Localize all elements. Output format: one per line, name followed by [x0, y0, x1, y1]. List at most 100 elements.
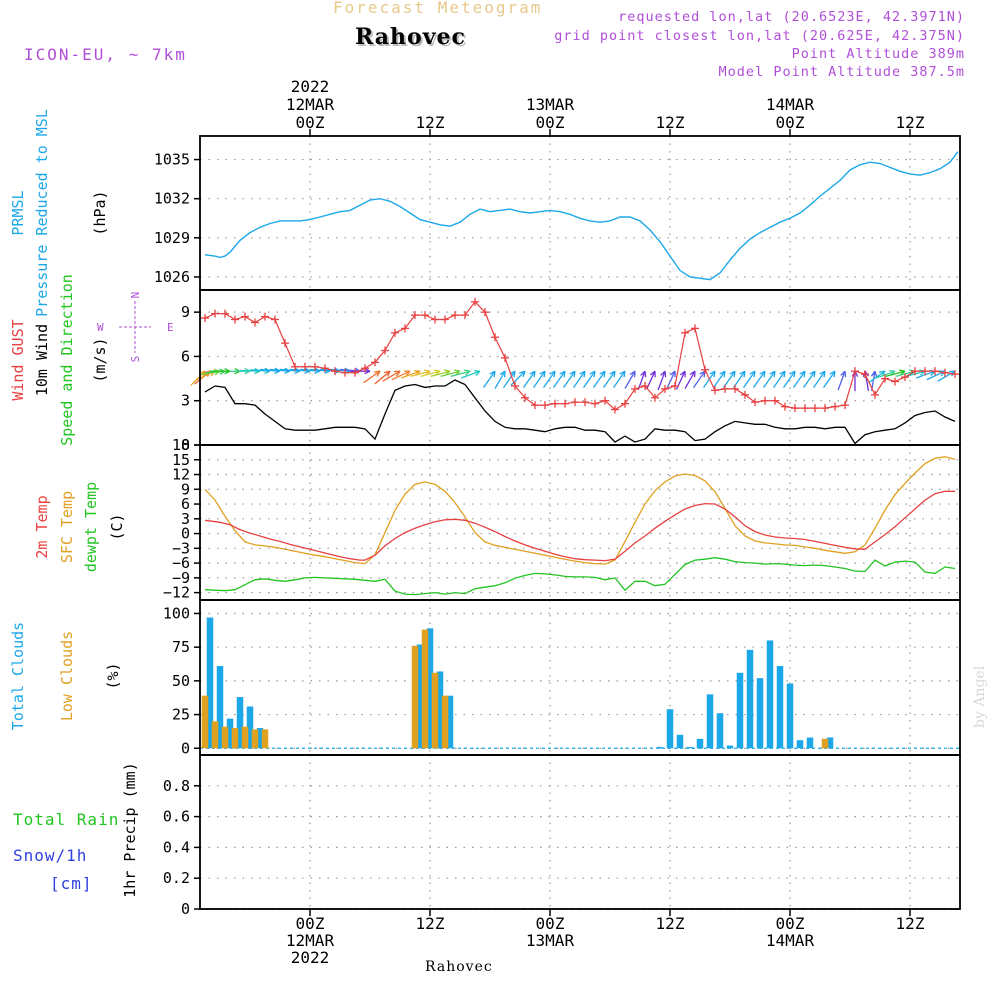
gust-marker — [601, 396, 609, 405]
precipitation-panel: 0 0.2 0.4 0.6 0.8 — [163, 755, 960, 918]
y-tick-label: 15 — [172, 451, 190, 469]
credit-watermark: by Angel — [972, 665, 988, 728]
low-cloud-bar — [221, 726, 229, 749]
wind-arrow — [602, 370, 616, 388]
low-cloud-bar — [231, 728, 239, 749]
footer-location: Rahovec — [425, 959, 493, 975]
low-cloud-bar — [421, 629, 429, 749]
gust-marker — [231, 315, 239, 324]
y-tick-label: 9 — [181, 303, 190, 321]
wind-arrow — [812, 370, 826, 388]
total-cloud-bar — [736, 672, 744, 749]
total-cloud-bar — [806, 737, 814, 749]
total-cloud-bar — [706, 694, 714, 749]
wind-arrow — [837, 370, 847, 391]
wind-arrow — [752, 370, 766, 388]
gust-marker — [401, 324, 409, 333]
gust-marker — [531, 401, 539, 410]
gust-marker — [281, 339, 289, 348]
snow-unit-label: [cm] — [50, 874, 93, 893]
y-tick-label: 9 — [181, 480, 190, 498]
gust-marker — [371, 358, 379, 367]
gust-marker — [941, 368, 949, 377]
total-cloud-bar — [206, 617, 214, 749]
temperature-axis-label: (C) — [108, 513, 126, 540]
t2m-line — [204, 490, 955, 562]
gust-marker — [921, 367, 929, 376]
wind-arrow — [665, 370, 676, 390]
wind-arrow — [772, 370, 786, 388]
bottom-time-label: 14MAR — [766, 931, 815, 950]
compass-west: W — [97, 321, 104, 334]
pressure-line — [204, 151, 959, 281]
total-cloud-bar — [676, 734, 684, 749]
gust-marker — [431, 315, 439, 324]
y-tick-label: 0.6 — [163, 808, 190, 826]
gust-marker — [841, 401, 849, 410]
y-tick-label: 75 — [172, 638, 190, 656]
gust-marker — [261, 312, 269, 321]
y-tick-label: 18 — [172, 436, 190, 454]
wind-arrow — [552, 370, 566, 388]
gust-marker — [251, 318, 259, 327]
gust-marker — [581, 398, 589, 407]
gust-marker — [221, 309, 229, 318]
wind-arrow — [382, 370, 401, 382]
gust-marker — [801, 404, 809, 413]
forecast-meteogram-subtitle: Forecast Meteogram — [333, 0, 543, 17]
gust-marker — [551, 399, 559, 408]
gust-marker — [441, 315, 449, 324]
total-cloud-bar — [226, 718, 234, 749]
wind-arrow — [482, 370, 496, 388]
wind-arrow — [782, 370, 796, 388]
gust-marker — [791, 404, 799, 413]
top-time-label: 00Z — [296, 113, 325, 132]
wind-arrow — [612, 370, 626, 388]
total-cloud-bar — [686, 746, 694, 749]
y-tick-label: 6 — [181, 347, 190, 365]
total-rain-label: Total Rain — [13, 810, 120, 829]
y-tick-label: 6 — [181, 495, 190, 513]
gust-marker — [861, 370, 869, 379]
y-tick-label: 1032 — [154, 190, 190, 208]
gust-marker — [721, 384, 729, 393]
y-tick-label: 100 — [163, 604, 190, 622]
bottom-time-label: 00Z — [776, 914, 805, 933]
pressure-axis-label: PRMSL — [9, 190, 27, 235]
wind-arrow — [684, 370, 696, 389]
wind-arrow — [363, 370, 381, 384]
wind-arrow — [239, 367, 261, 375]
wind-arrow — [637, 370, 647, 391]
gust-marker — [931, 367, 939, 376]
gust-marker — [761, 396, 769, 405]
gust-marker — [211, 309, 219, 318]
y-tick-label: 0.2 — [163, 869, 190, 887]
wind-arrow — [582, 370, 596, 388]
temperature-axis-label: dewpt Temp — [82, 482, 100, 572]
wind-arrow — [532, 370, 546, 388]
total-cloud-bar — [216, 666, 224, 749]
gust-marker — [501, 353, 509, 362]
gust-marker — [491, 333, 499, 342]
gust-marker — [671, 381, 679, 390]
gust-marker — [821, 404, 829, 413]
gust-marker — [871, 390, 879, 399]
clouds-panel: 0 25 50 75 100 — [163, 600, 960, 757]
gust-marker — [651, 393, 659, 402]
wind-arrow — [391, 370, 411, 381]
gust-marker — [361, 364, 369, 373]
gust-marker — [381, 346, 389, 355]
y-tick-label: 0.4 — [163, 838, 190, 856]
total-cloud-bar — [656, 746, 664, 749]
gust-marker — [661, 384, 669, 393]
total-cloud-bar — [776, 666, 784, 749]
gust-marker — [591, 399, 599, 408]
bottom-time-label: 12Z — [656, 914, 685, 933]
gust-marker — [811, 404, 819, 413]
wind-arrow — [572, 370, 586, 388]
wind-arrow — [822, 370, 836, 388]
wind-arrow — [712, 370, 726, 388]
top-time-label: 12Z — [416, 113, 445, 132]
